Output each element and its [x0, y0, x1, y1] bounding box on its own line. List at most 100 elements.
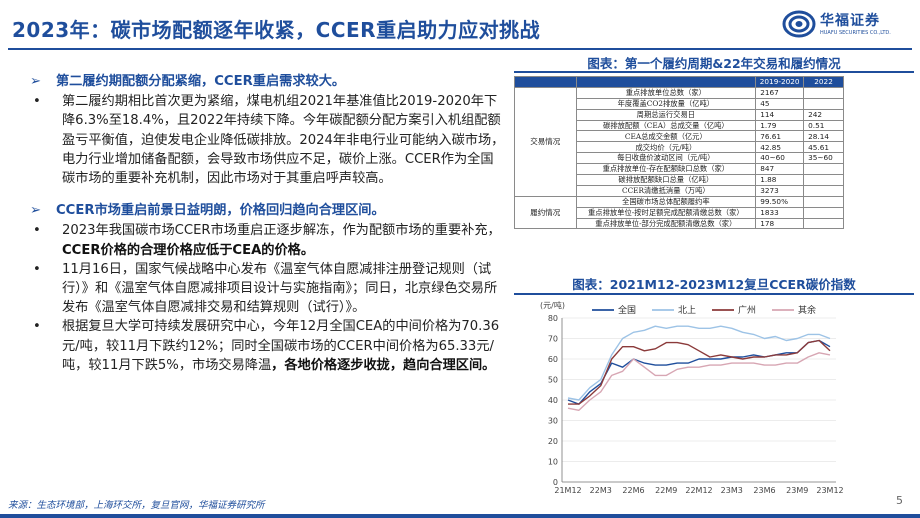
y-tick-label: 70 [548, 335, 558, 344]
table-header-row: 2019-2020 2022 [514, 76, 844, 88]
page-number: 5 [896, 494, 903, 507]
legend-label: 北上 [678, 305, 696, 316]
x-tick-label: 22M3 [590, 486, 612, 495]
title-divider [8, 48, 912, 50]
y-tick-label: 30 [548, 417, 558, 426]
series-line [568, 339, 831, 405]
table-value-cell: 1833 [755, 206, 805, 219]
table-value-cell: 1.88 [755, 174, 805, 186]
y-tick-label: 20 [548, 437, 558, 446]
bullet-item: • 2023年我国碳市场CCER市场重启正逐步解冻，作为配额市场的重要补充， CCE… [28, 221, 506, 259]
table-value-cell [803, 174, 844, 186]
table-value-cell: 178 [755, 217, 805, 230]
source-note: 来源：生态环境部，上海环交所，复旦官网，华福证券研究所 [8, 500, 265, 511]
bullet-dot-icon: • [33, 223, 41, 239]
y-tick-label: 50 [548, 376, 558, 385]
table-row: 交易情况 重点排放单位总数（家） 2167 [514, 86, 844, 197]
table-value-cell [803, 184, 844, 197]
table-item-cell: CEA总成交金额（亿元） [575, 130, 757, 143]
table-value-cell [803, 206, 844, 219]
x-tick-label: 22M12 [685, 486, 712, 495]
table-value-cell [803, 163, 844, 176]
table-value-cell: 35~60 [803, 152, 844, 165]
x-tick-label: 22M9 [655, 486, 677, 495]
bullet-emphasis: ，各地价格逐步收拢，趋向合理区间。 [271, 357, 496, 373]
bottom-bar [0, 514, 920, 518]
huafu-logo-icon [782, 10, 816, 38]
section-heading-text: 第二履约期配额分配紧缩，CCER重启需求较大。 [56, 74, 346, 89]
text-column: ➢ 第二履约期配额分配紧缩，CCER重启需求较大。 • 第二履约期相比首次更为紧缩，煤… [28, 72, 506, 375]
table-item-cell: CCER清缴抵消量（万吨） [575, 184, 757, 197]
table-item-cell: 重点排放单位-部分完成配额清缴总数（家） [575, 217, 757, 230]
table-value-cell: 847 [755, 163, 805, 176]
table-header-cell: 2019-2020 [755, 76, 805, 88]
table-item-cell: 重点排放单位总数（家） [575, 86, 757, 99]
logo-text: 华福证券 [820, 13, 880, 29]
x-tick-label: 23M12 [816, 486, 843, 495]
y-tick-label: 40 [548, 396, 558, 405]
table-header-cell: 2022 [803, 76, 844, 88]
table-title: 图表：第一个履约周期&22年交易和履约情况 [587, 56, 841, 71]
table-value-cell: 40~60 [755, 152, 805, 165]
table-item-cell: 周期总运行交易日 [575, 108, 757, 121]
table-value-cell: 0.51 [803, 119, 844, 132]
series-line [567, 339, 831, 405]
x-tick-label: 23M9 [786, 486, 808, 495]
series-line [567, 325, 831, 401]
x-tick-label: 23M6 [753, 486, 775, 495]
x-tick-label: 22M6 [622, 486, 644, 495]
table-value-cell: 99.50% [755, 195, 805, 208]
company-logo: 华福证券 HUAFU SECURITIES CO.,LTD. [782, 8, 892, 42]
table-value-cell [803, 86, 844, 99]
x-tick-label: 23M3 [721, 486, 743, 495]
legend-label: 全国 [618, 304, 636, 316]
x-tick-label: 21M12 [554, 486, 581, 495]
section-heading-text: CCER市场重启前景日益明朗，价格回归趋向合理区间。 [56, 203, 385, 219]
table-item-cell: 重点排放单位-按时足额完成配额清缴总数（家） [575, 206, 757, 219]
table-group-label: 交易情况 [514, 86, 577, 197]
table-item-cell: 成交均价（元/吨） [575, 141, 757, 154]
table-item-cell: 每日收盘价波动区间（元/吨） [575, 152, 757, 165]
table-value-cell: 45 [755, 97, 805, 110]
bullet-text: 11月16日，国家气候战略中心发布《温室气体自愿减排注册登记规则（试行）》和《温… [62, 261, 498, 316]
arrow-bullet-icon: ➢ [30, 74, 42, 89]
bullet-text: 根据复旦大学可持续发展研究中心，今年12月全国CEA的中间价格为70.36元/吨… [62, 319, 500, 373]
table-value-cell: 114 [755, 108, 805, 121]
table-item-cell: 全国碳市场总体配额履约率 [575, 195, 757, 208]
y-axis-label: (元/吨) [540, 300, 565, 310]
ccer-price-chart: (元/吨) 0 10 20 30 40 50 60 70 80 21M12 22M3 22M6 22M9 2… [540, 300, 844, 495]
bullet-dot-icon: • [33, 261, 41, 277]
bullet-text: 第二履约期相比首次更为紧缩，煤电机组2021年基准值比2019-2020年下降6… [62, 94, 505, 187]
table-value-cell [803, 97, 844, 110]
table-group-label: 履约情况 [514, 195, 577, 230]
table-value-cell: 28.14 [803, 130, 844, 143]
table-item-cell: 碳排放配额（CEA）总成交量（亿吨） [575, 119, 757, 132]
section-heading: ➢ CCER市场重启前景日益明朗，价格回归趋向合理区间。 [28, 201, 506, 220]
bullet-dot-icon: • [33, 94, 41, 110]
y-tick-label: 10 [548, 458, 558, 467]
chart-title: 图表：2021M12-2023M12复旦CCER碳价指数 [572, 277, 856, 292]
table-header-cell [575, 76, 757, 88]
arrow-bullet-icon: ➢ [30, 203, 42, 219]
table-value-cell [803, 195, 844, 208]
series-line [567, 352, 831, 412]
y-tick-label: 0 [553, 478, 558, 487]
performance-table: 2019-2020 2022 交易情况 重点排放单位总数（家） 2167 年度覆盖CO2排… [514, 76, 844, 230]
table-item-cell: 年度覆盖CO2排放量（亿吨） [575, 97, 757, 110]
section-heading: ➢ 第二履约期配额分配紧缩，CCER重启需求较大。 [28, 72, 506, 91]
table-value-cell: 2167 [755, 86, 805, 99]
table-value-cell: 76.61 [755, 130, 805, 143]
bullet-emphasis: CCER价格的合理价格应低于CEA的价格。 [62, 242, 315, 258]
table-value-cell: 1.79 [755, 119, 805, 132]
table-item-cell: 重点排放单位-存在配额缺口总数（家） [575, 163, 757, 176]
bullet-dot-icon: • [33, 319, 41, 335]
bullet-item: • 第二履约期相比首次更为紧缩，煤电机组2021年基准值比2019-2020年下降… [28, 92, 506, 188]
y-tick-label: 60 [548, 355, 558, 364]
chart-title-divider [514, 293, 914, 295]
table-row: 重点排放单位-部分完成配额清缴总数（家） 178 [515, 217, 844, 230]
legend-label: 广州 [738, 304, 756, 316]
y-tick-label: 80 [548, 314, 558, 323]
table-value-cell [803, 217, 844, 230]
table-item-cell: 碳排放配额缺口总量（亿吨） [575, 174, 757, 186]
legend-label: 其余 [798, 304, 816, 316]
